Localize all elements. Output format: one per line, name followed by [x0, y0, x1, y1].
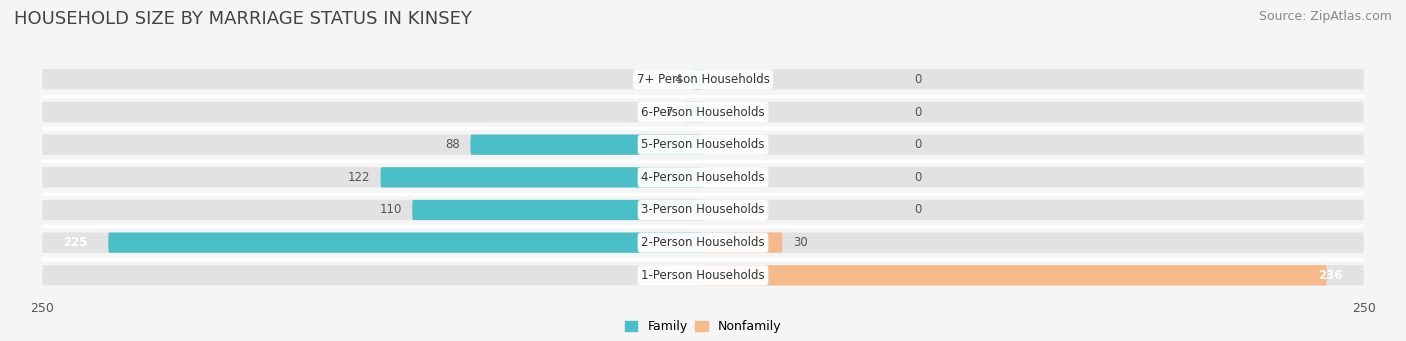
FancyBboxPatch shape	[685, 102, 703, 122]
Text: HOUSEHOLD SIZE BY MARRIAGE STATUS IN KINSEY: HOUSEHOLD SIZE BY MARRIAGE STATUS IN KIN…	[14, 10, 472, 28]
FancyBboxPatch shape	[703, 265, 1327, 285]
Text: 7+ Person Households: 7+ Person Households	[637, 73, 769, 86]
Text: 110: 110	[380, 204, 402, 217]
Text: 4: 4	[675, 73, 682, 86]
Text: 0: 0	[914, 73, 922, 86]
FancyBboxPatch shape	[42, 233, 1364, 253]
Text: 30: 30	[793, 236, 807, 249]
Text: 6-Person Households: 6-Person Households	[641, 105, 765, 119]
Text: 3-Person Households: 3-Person Households	[641, 204, 765, 217]
FancyBboxPatch shape	[42, 200, 1364, 220]
FancyBboxPatch shape	[42, 265, 1364, 285]
FancyBboxPatch shape	[42, 135, 1364, 155]
FancyBboxPatch shape	[381, 167, 703, 188]
Text: 0: 0	[914, 105, 922, 119]
FancyBboxPatch shape	[42, 69, 1364, 89]
FancyBboxPatch shape	[42, 102, 1364, 122]
Text: 0: 0	[914, 204, 922, 217]
Text: 1-Person Households: 1-Person Households	[641, 269, 765, 282]
Text: Source: ZipAtlas.com: Source: ZipAtlas.com	[1258, 10, 1392, 23]
FancyBboxPatch shape	[703, 233, 782, 253]
Text: 0: 0	[914, 171, 922, 184]
FancyBboxPatch shape	[108, 233, 703, 253]
FancyBboxPatch shape	[42, 167, 1364, 188]
Text: 225: 225	[63, 236, 87, 249]
Text: 7: 7	[666, 105, 673, 119]
Text: 0: 0	[914, 138, 922, 151]
Text: 122: 122	[347, 171, 370, 184]
FancyBboxPatch shape	[692, 69, 703, 89]
FancyBboxPatch shape	[471, 135, 703, 155]
Legend: Family, Nonfamily: Family, Nonfamily	[620, 315, 786, 338]
Text: 2-Person Households: 2-Person Households	[641, 236, 765, 249]
FancyBboxPatch shape	[412, 200, 703, 220]
Text: 5-Person Households: 5-Person Households	[641, 138, 765, 151]
Text: 4-Person Households: 4-Person Households	[641, 171, 765, 184]
Text: 236: 236	[1319, 269, 1343, 282]
Text: 88: 88	[446, 138, 460, 151]
